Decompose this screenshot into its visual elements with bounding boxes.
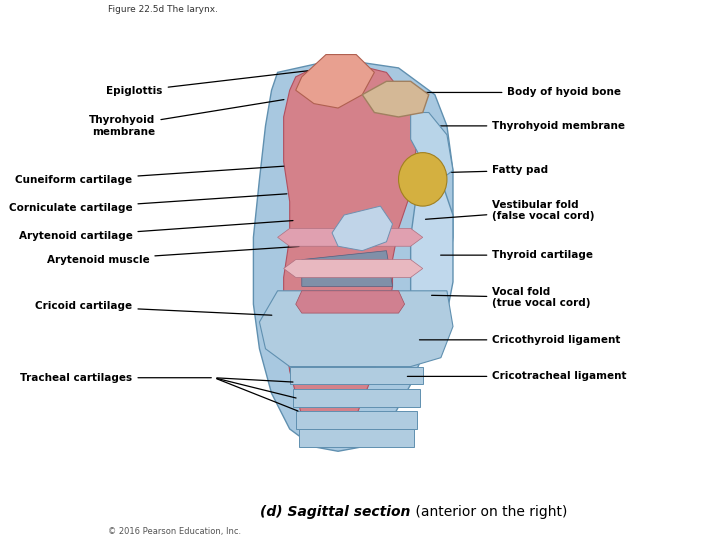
Polygon shape (293, 389, 420, 407)
Polygon shape (278, 228, 423, 246)
Text: Epiglottis: Epiglottis (107, 68, 329, 96)
Text: Cuneiform cartilage: Cuneiform cartilage (15, 166, 284, 185)
Polygon shape (284, 260, 423, 278)
Polygon shape (410, 112, 453, 179)
Text: (d) Sagittal section: (d) Sagittal section (260, 505, 410, 519)
Text: Body of hyoid bone: Body of hyoid bone (413, 87, 621, 97)
Polygon shape (259, 291, 453, 367)
Text: Thyrohyoid membrane: Thyrohyoid membrane (441, 121, 625, 131)
Text: Thyroid cartilage: Thyroid cartilage (441, 250, 593, 260)
Ellipse shape (399, 153, 447, 206)
Text: (anterior on the right): (anterior on the right) (410, 505, 567, 519)
Text: Cricotracheal ligament: Cricotracheal ligament (408, 372, 627, 381)
Polygon shape (299, 429, 414, 447)
Text: Fatty pad: Fatty pad (441, 165, 549, 176)
Text: Arytenoid cartilage: Arytenoid cartilage (19, 220, 293, 241)
Text: Figure 22.5d The larynx.: Figure 22.5d The larynx. (108, 5, 218, 15)
Text: Vocal fold
(true vocal cord): Vocal fold (true vocal cord) (431, 287, 591, 308)
Polygon shape (362, 82, 429, 117)
Polygon shape (296, 55, 374, 108)
Polygon shape (289, 367, 423, 384)
Text: Tracheal cartilages: Tracheal cartilages (20, 373, 211, 383)
Polygon shape (410, 161, 453, 327)
Polygon shape (284, 59, 417, 438)
Polygon shape (302, 251, 392, 286)
Polygon shape (253, 59, 453, 451)
Text: Cricoid cartilage: Cricoid cartilage (35, 301, 271, 315)
Text: Cricothyroid ligament: Cricothyroid ligament (420, 335, 621, 345)
Text: Arytenoid muscle: Arytenoid muscle (47, 246, 299, 265)
Text: Corniculate cartilage: Corniculate cartilage (9, 194, 287, 213)
Text: Thyrohyoid
membrane: Thyrohyoid membrane (89, 99, 284, 137)
Polygon shape (296, 291, 405, 313)
Polygon shape (332, 206, 392, 251)
Polygon shape (296, 411, 417, 429)
Text: Vestibular fold
(false vocal cord): Vestibular fold (false vocal cord) (426, 200, 595, 221)
Text: © 2016 Pearson Education, Inc.: © 2016 Pearson Education, Inc. (108, 527, 241, 536)
